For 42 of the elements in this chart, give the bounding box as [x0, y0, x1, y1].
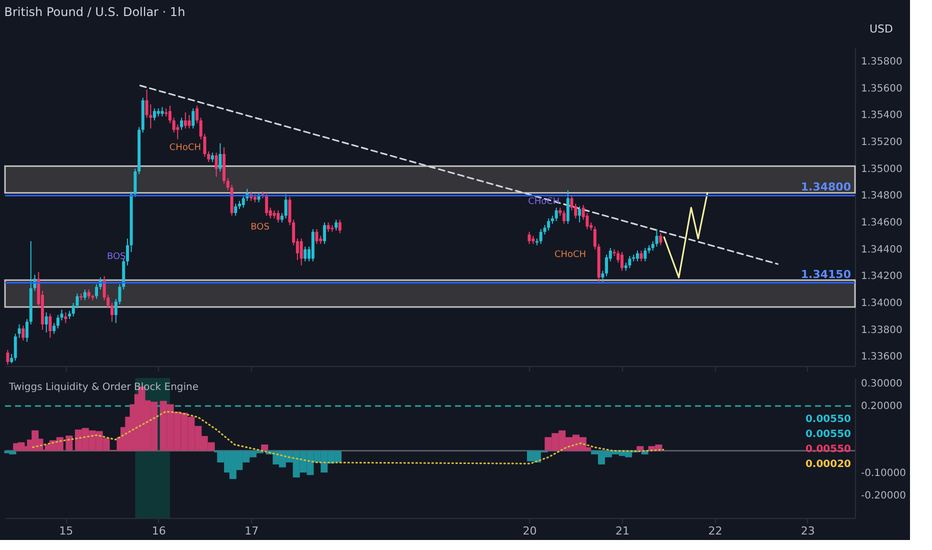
y-axis-title: USD	[870, 22, 894, 36]
annotation: 0.00020	[805, 458, 852, 470]
bar	[261, 444, 268, 451]
annotation: 0.00550	[805, 414, 852, 425]
annotation: BOS	[106, 252, 126, 262]
y-tick-label: 1.34800	[861, 190, 902, 202]
bar	[66, 436, 73, 451]
x-tick-label: 17	[244, 524, 259, 538]
chart-title: British Pound / U.S. Dollar · 1h	[4, 5, 186, 19]
x-tick-label: 22	[708, 524, 722, 538]
x-tick-label: 23	[800, 524, 815, 538]
annotation: 0.00550	[805, 428, 852, 440]
annotation: 0.00550	[805, 444, 852, 455]
ref-line-label: 1.34800	[800, 180, 852, 194]
chart-title: Twiggs Liquidity & Order Block Engine	[8, 382, 199, 393]
annotation: CHoCH	[169, 142, 202, 153]
y-tick-label: 1.34600	[861, 217, 902, 228]
y-tick-label: 1.35000	[861, 164, 902, 175]
y-tick-label: 1.34200	[861, 271, 902, 282]
y-tick-label: -0.10000	[861, 468, 906, 480]
y-tick-label: 1.34400	[861, 244, 902, 256]
x-tick-label: 16	[152, 524, 166, 538]
y-tick-label: 1.35200	[861, 136, 902, 148]
line-series	[32, 410, 664, 464]
y-tick-label: 1.35600	[861, 83, 902, 94]
annotation: BOS	[250, 222, 270, 232]
annotation: CHoCH	[554, 250, 586, 260]
y-tick-label: -0.20000	[861, 490, 906, 502]
y-tick-label: 1.35400	[861, 110, 902, 122]
x-tick-label: 21	[615, 524, 630, 538]
x-tick-label: 20	[522, 524, 537, 538]
annotation: CHoCH	[528, 197, 560, 207]
y-tick-label: 0.30000	[861, 378, 902, 390]
y-tick-label: 1.34000	[861, 298, 902, 309]
ref-line-label: 1.34150	[800, 268, 852, 281]
y-tick-label: 0.20000	[861, 401, 902, 412]
y-tick-label: 1.33600	[861, 352, 902, 363]
x-tick-label: 15	[59, 524, 74, 538]
line-series	[663, 192, 708, 278]
y-tick-label: 1.35800	[861, 56, 902, 68]
y-tick-label: 1.33800	[861, 324, 902, 336]
bar	[636, 446, 644, 451]
